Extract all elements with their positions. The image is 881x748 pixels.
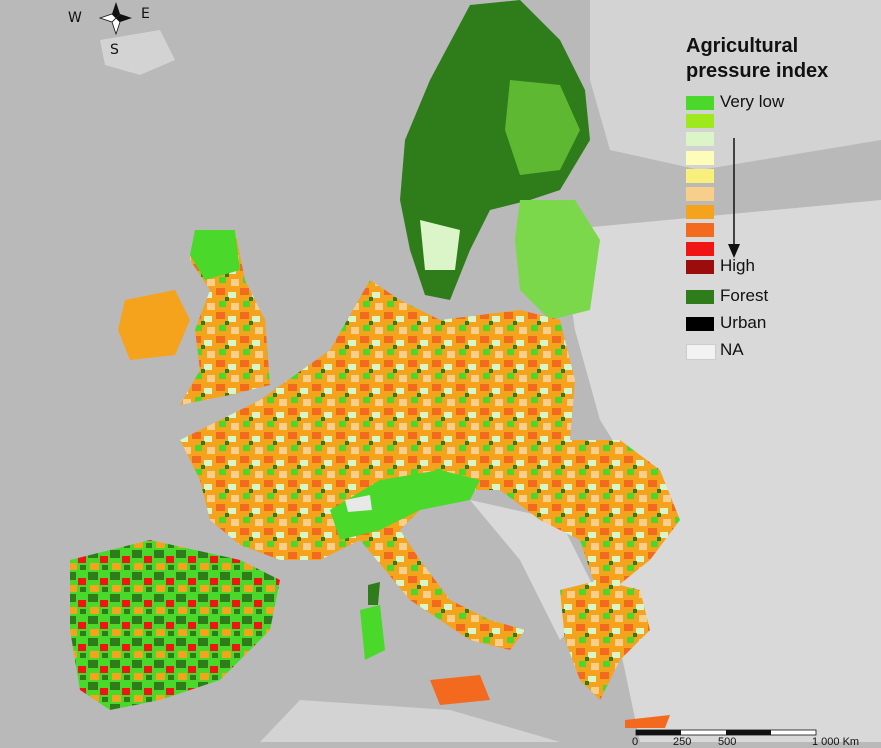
down-arrow-icon [726, 138, 740, 258]
compass-south-label: S [110, 42, 119, 58]
legend-label: NA [720, 340, 744, 359]
legend-swatch [686, 132, 714, 147]
legend-swatch [686, 205, 714, 220]
compass-west-label: W [68, 10, 82, 26]
italy-region [360, 530, 525, 650]
legend-swatch [686, 114, 714, 129]
legend-swatch [686, 259, 714, 274]
compass-rose-icon [98, 2, 132, 36]
iberia-region [70, 540, 280, 710]
scale-label-1000: 1 000 Km [812, 736, 860, 748]
sicily-region [430, 675, 490, 705]
scale-label-250: 250 [673, 736, 692, 748]
legend-swatch [686, 150, 714, 165]
scotland-region [190, 230, 240, 280]
scandinavia-region [400, 0, 590, 300]
legend-swatch [686, 317, 714, 331]
legend-label: Forest [720, 286, 769, 305]
legend-swatch [686, 241, 714, 256]
legend-swatch [686, 187, 714, 201]
legend-swatch [686, 344, 716, 360]
crete-region [625, 715, 670, 728]
legend: Agricultural pressure index Very low High… [686, 34, 876, 396]
legend-swatch [686, 168, 714, 183]
scale-label-0: 0 [632, 736, 639, 748]
legend-label: Urban [720, 313, 767, 332]
alpine-lake [345, 495, 372, 512]
mainland-region [180, 280, 680, 600]
legend-swatch [686, 290, 714, 304]
greece-region [560, 580, 650, 700]
scale-label-500: 500 [718, 736, 737, 748]
sardinia-region [360, 605, 385, 660]
legend-swatch [686, 96, 714, 110]
legend-title: Agricultural pressure index [686, 35, 829, 82]
legend-label: Very low [720, 92, 785, 111]
alps-region [330, 470, 480, 540]
compass-east-label: E [141, 6, 150, 22]
scalebar: 0 250 500 1 000 Km [600, 724, 881, 748]
corsica-region [368, 582, 380, 605]
compass: W E S [66, 2, 156, 60]
baltics-region [515, 200, 600, 320]
legend-swatch [686, 223, 714, 238]
ireland-region [118, 290, 190, 360]
legend-rows: Very low High Forest Urban NA [686, 92, 876, 396]
legend-label: High [720, 255, 755, 275]
